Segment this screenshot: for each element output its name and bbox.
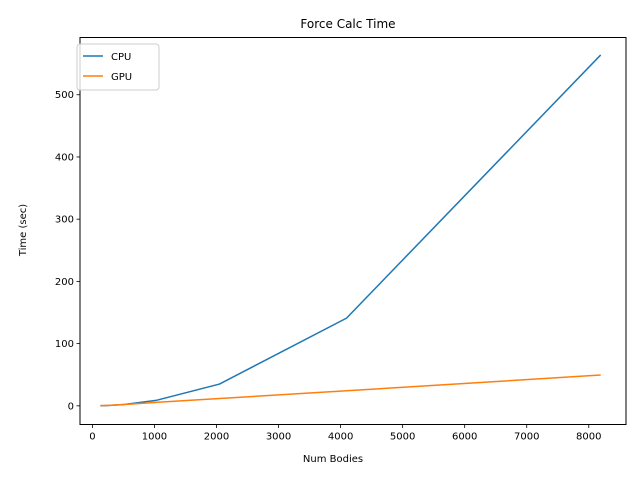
x-tick-label: 1000 <box>142 432 167 443</box>
x-tick-label: 5000 <box>390 432 415 443</box>
y-tick-label: 500 <box>55 90 74 101</box>
chart-title: Force Calc Time <box>300 17 395 31</box>
x-tick-label: 0 <box>89 432 95 443</box>
x-tick-label: 3000 <box>266 432 291 443</box>
x-tick-label: 6000 <box>452 432 477 443</box>
y-tick-label: 400 <box>55 152 74 163</box>
x-axis-label: Num Bodies <box>303 454 363 465</box>
y-tick-label: 100 <box>55 339 74 350</box>
legend-label-cpu: CPU <box>111 52 131 63</box>
plot-frame <box>79 37 627 425</box>
y-tick-label: 0 <box>68 401 74 412</box>
x-axis: 0 1000 2000 3000 4000 5000 6000 7000 8000 <box>89 424 601 443</box>
series-line-gpu <box>100 374 601 407</box>
x-tick-label: 8000 <box>576 432 601 443</box>
legend: CPU GPU <box>76 43 160 91</box>
x-tick-label: 4000 <box>328 432 353 443</box>
series-line-cpu <box>100 54 602 407</box>
y-tick-label: 200 <box>55 277 74 288</box>
plot-area <box>100 54 602 407</box>
legend-box <box>76 43 160 91</box>
y-axis-label: Time (sec) <box>18 204 29 257</box>
x-tick-label: 7000 <box>514 432 539 443</box>
x-tick-label: 2000 <box>204 432 229 443</box>
legend-label-gpu: GPU <box>111 72 132 83</box>
y-axis: 0 100 200 300 400 500 <box>55 90 80 412</box>
y-tick-label: 300 <box>55 215 74 226</box>
